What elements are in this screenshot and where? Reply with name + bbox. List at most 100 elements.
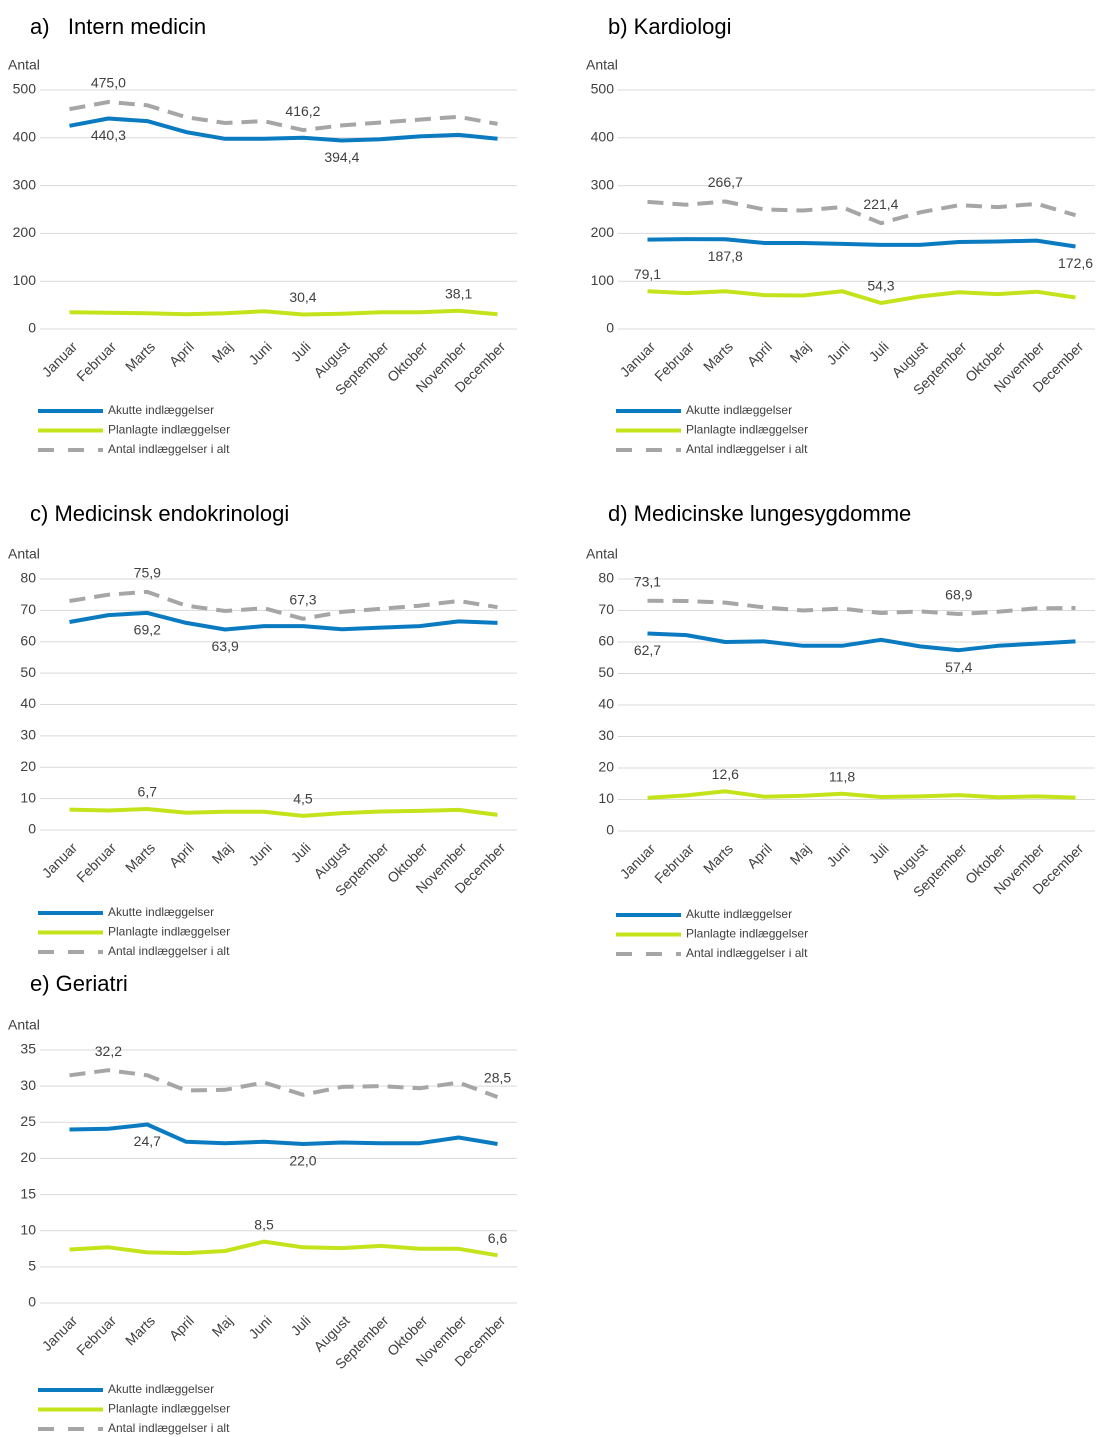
y-axis-label: Antal [586,546,618,562]
legend-label: Antal indlæggelser i alt [108,442,230,456]
chart-title: e) Geriatri [30,971,128,996]
x-tick-label: Februar [73,338,119,384]
x-tick-label: Juni [823,840,852,869]
y-tick-label: 40 [20,695,36,711]
data-label: 63,9 [212,638,239,654]
data-label: 221,4 [863,196,898,212]
data-label: 57,4 [945,659,972,675]
y-tick-label: 25 [20,1113,36,1129]
series-line [69,807,498,818]
chart-title: b) Kardiologi [608,14,732,39]
data-label: 6,7 [138,784,158,800]
data-label: 8,5 [254,1216,274,1232]
data-label: 73,1 [634,573,661,589]
legend-label: Planlagte indlæggelser [686,927,808,941]
x-tick-label: Juni [823,338,852,367]
x-tick-label: Juni [245,1312,274,1341]
legend-label: Antal indlæggelser i alt [686,442,808,456]
y-tick-label: 20 [20,1149,36,1165]
y-tick-label: 10 [20,1221,36,1237]
data-label: 4,5 [293,791,313,807]
legend-label: Antal indlæggelser i alt [108,944,230,958]
legend-label: Planlagte indlæggelser [108,423,230,437]
y-tick-label: 80 [20,570,36,586]
data-label: 416,2 [285,103,320,119]
y-tick-label: 30 [20,1077,36,1093]
y-tick-label: 50 [598,664,614,680]
y-tick-label: 500 [591,81,615,97]
y-tick-label: 0 [28,821,36,837]
y-tick-label: 30 [20,727,36,743]
x-tick-label: Marts [122,1312,158,1348]
x-tick-label: Maj [787,338,814,365]
y-tick-label: 50 [20,664,36,680]
y-tick-label: 60 [598,633,614,649]
x-tick-label: Maj [209,839,236,866]
y-tick-label: 20 [20,758,36,774]
x-tick-label: April [166,338,197,369]
legend-label: Planlagte indlæggelser [686,423,808,437]
x-tick-label: Juni [245,839,274,868]
x-tick-label: Marts [122,338,158,374]
y-tick-label: 300 [13,176,37,192]
series-line [69,610,498,632]
y-tick-label: 20 [598,759,614,775]
series-line [647,789,1076,800]
series-line [69,589,498,621]
y-tick-label: 200 [13,224,37,240]
x-tick-label: Juni [245,338,274,367]
legend-label: Akutte indlæggelser [686,907,792,921]
y-tick-label: 5 [28,1258,36,1274]
x-tick-label: Februar [73,839,119,885]
data-label: 12,6 [712,766,739,782]
data-label: 32,2 [95,1043,122,1059]
series-line [69,1239,498,1258]
y-tick-label: 0 [606,320,614,336]
data-label: 75,9 [134,565,161,581]
y-tick-label: 35 [20,1041,36,1057]
y-tick-label: 70 [598,601,614,617]
x-tick-label: Marts [700,338,736,374]
x-tick-label: Februar [651,338,697,384]
data-label: 79,1 [634,266,661,282]
legend-label: Antal indlæggelser i alt [686,946,808,960]
data-label: 394,4 [324,149,359,165]
data-label: 475,0 [91,75,126,91]
y-axis-label: Antal [8,57,40,73]
x-tick-label: Juli [866,338,892,364]
series-line [647,289,1076,305]
legend-label: Planlagte indlæggelser [108,925,230,939]
series-line [69,1068,499,1099]
y-tick-label: 400 [591,129,615,145]
x-tick-label: April [166,839,197,870]
data-label: 6,6 [488,1230,508,1246]
x-tick-label: Februar [73,1312,119,1358]
y-tick-label: 500 [13,81,37,97]
y-tick-label: 80 [598,570,614,586]
x-tick-label: Juli [288,338,314,364]
data-label: 30,4 [289,289,316,305]
y-tick-label: 70 [20,601,36,617]
y-tick-label: 60 [20,632,36,648]
x-tick-label: April [744,840,775,871]
x-tick-label: Juli [866,840,892,866]
legend-label: Antal indlæggelser i alt [108,1421,230,1435]
data-label: 38,1 [445,285,472,301]
y-tick-label: 10 [20,789,36,805]
series-line [69,100,498,133]
data-label: 172,6 [1058,255,1093,271]
series-line [647,237,1076,249]
x-tick-label: Maj [209,338,236,365]
series-line [69,116,498,143]
chart-title: d) Medicinske lungesygdomme [608,501,911,526]
x-tick-label: Marts [700,840,736,876]
data-label: 11,8 [829,769,855,785]
legend-label: Planlagte indlæggelser [108,1402,230,1416]
y-tick-label: 10 [598,790,614,806]
legend-label: Akutte indlæggelser [108,403,214,417]
y-tick-label: 0 [28,1294,36,1310]
legend-label: Akutte indlæggelser [686,403,792,417]
x-tick-label: Maj [209,1312,236,1339]
series-line [69,308,498,317]
y-axis-label: Antal [8,546,40,562]
